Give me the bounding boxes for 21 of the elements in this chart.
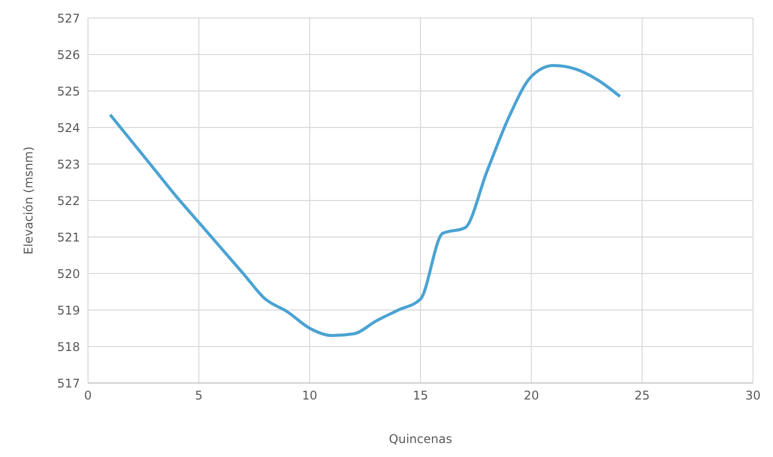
x-tick-label: 5	[195, 388, 203, 403]
x-tick-label: 20	[524, 388, 539, 403]
y-tick-label: 527	[57, 11, 80, 26]
y-tick-label: 522	[57, 194, 80, 208]
y-tick-label: 520	[57, 266, 80, 281]
y-tick-label: 523	[57, 157, 80, 172]
y-tick-label: 525	[57, 84, 80, 98]
x-tick-label: 10	[302, 388, 318, 403]
x-tick-label: 15	[412, 388, 428, 403]
y-tick-label: 524	[57, 120, 80, 135]
y-tick-label: 517	[57, 376, 80, 390]
y-tick-label: 518	[57, 340, 80, 354]
y-tick-label: 519	[57, 303, 80, 318]
line-series	[108, 64, 622, 338]
y-axis-title: Elevación (msnm)	[21, 146, 36, 255]
x-tick-label: 25	[634, 388, 650, 403]
y-tick-label: 521	[57, 230, 80, 244]
y-tick-label: 526	[57, 48, 80, 62]
x-tick-label: 0	[84, 388, 92, 403]
x-tick-label: 30	[745, 388, 761, 403]
x-axis-title: Quincenas	[388, 432, 452, 446]
